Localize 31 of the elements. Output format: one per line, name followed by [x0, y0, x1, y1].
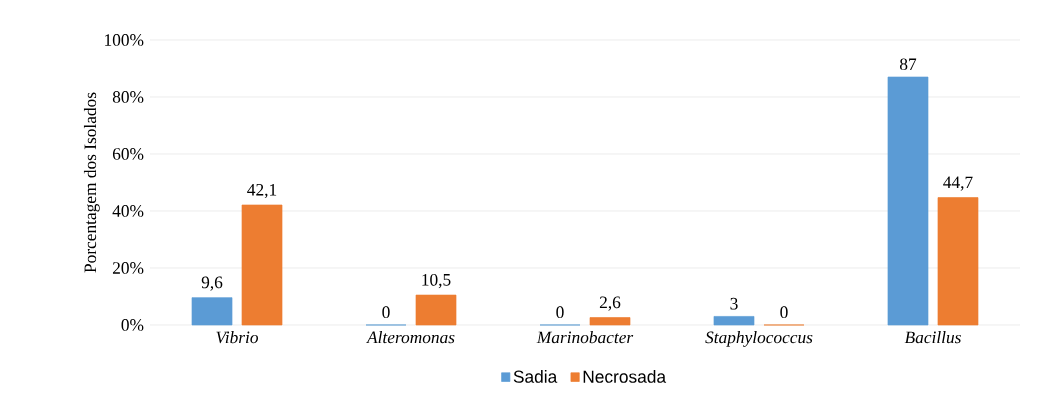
data-label: 3 [730, 297, 738, 310]
x-tick-label: Vibrio [216, 331, 259, 344]
bar [713, 316, 755, 326]
bar [937, 197, 979, 326]
legend-label: Necrosada [583, 370, 667, 383]
y-tick-label: 60% [112, 148, 144, 160]
x-tick-label: Marinobacter [536, 331, 634, 344]
data-label: 10,5 [422, 273, 451, 289]
legend-label: Sadia [513, 370, 558, 383]
data-label: 9,6 [201, 276, 223, 291]
bar [415, 294, 457, 326]
x-tick-label: Alteromonas [366, 331, 455, 344]
data-label: 0 [780, 306, 788, 319]
data-label: 87 [899, 58, 917, 71]
y-tick-label: 0% [121, 319, 144, 331]
bar [887, 76, 929, 326]
bar [191, 297, 233, 326]
data-label: 0 [556, 306, 564, 319]
y-tick-label: 40% [112, 205, 144, 217]
bar [589, 317, 631, 326]
y-tick-label: 100% [105, 34, 144, 46]
bar [241, 204, 283, 326]
y-axis-title: Porcentagem dos Isolados [83, 92, 100, 273]
data-label: 0 [382, 306, 390, 319]
data-label: 42,1 [247, 183, 277, 199]
y-tick-label: 20% [112, 262, 144, 274]
data-label: 2,6 [599, 296, 621, 311]
data-label: 44,7 [943, 176, 973, 191]
y-tick-label: 80% [112, 91, 144, 103]
x-tick-label: Staphylococcus [705, 331, 813, 347]
x-tick-label: Bacillus [904, 331, 961, 344]
